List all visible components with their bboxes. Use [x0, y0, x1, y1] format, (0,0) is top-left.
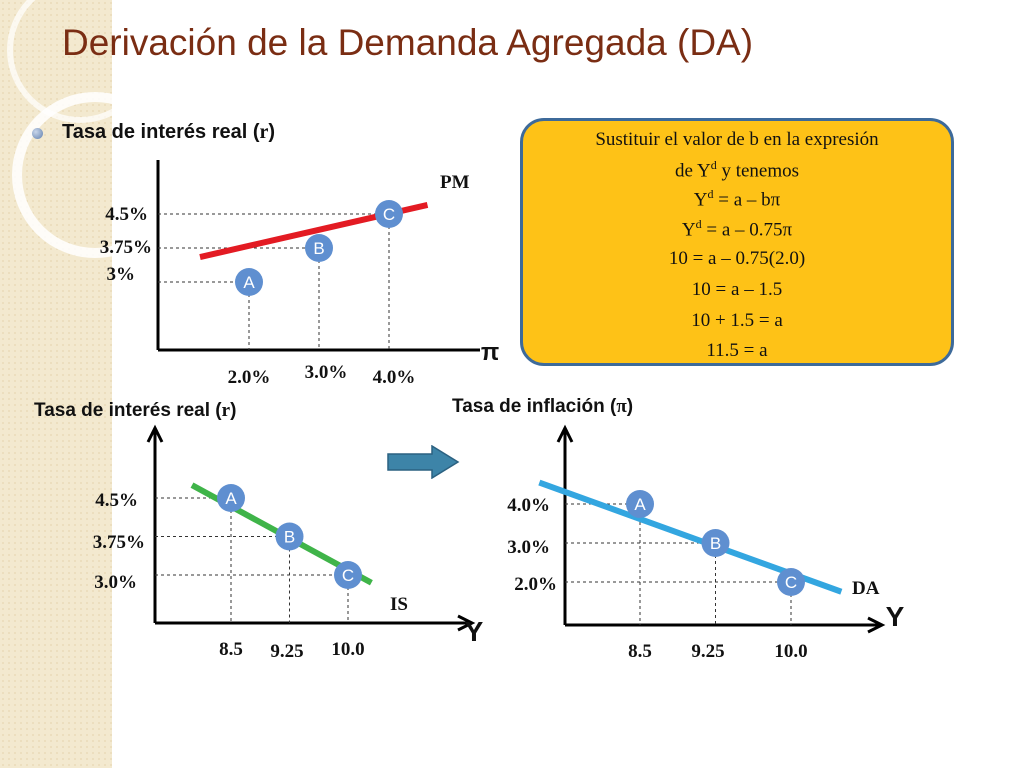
box-line-3-sup: d: [707, 187, 714, 201]
chart-pm-x-tick: 3.0%: [305, 362, 348, 383]
chart-da-x-tick: 8.5: [628, 641, 652, 662]
top-ylabel-text: Tasa de interés real (: [62, 121, 260, 143]
br-ylabel-close: ): [626, 396, 634, 417]
chart-is-x-axis-name: Y: [465, 616, 484, 647]
chart-pm-x-tick: 2.0%: [228, 367, 271, 388]
chart-da-point-C: [777, 568, 805, 596]
chart-da-point-A: [626, 490, 654, 518]
chart-da-point-label-C: C: [785, 573, 797, 592]
decorative-side-band: [0, 0, 112, 768]
chart-is-curve-label: IS: [390, 594, 408, 615]
bottom-right-ylabel: Tasa de inflación (π): [452, 396, 633, 418]
chart-da-point-B: [701, 529, 730, 557]
box-line-2-pre: de Y: [674, 160, 711, 182]
decorative-circles: [7, 0, 160, 258]
equation-box: Sustituir el valor de b en la expresión …: [520, 118, 954, 366]
chart-is-y-tick: 4.5%: [95, 490, 138, 511]
box-line-1: Sustituir el valor de b en la expresión: [595, 129, 879, 150]
box-line-4-post: = a – 0.75π: [701, 219, 793, 241]
box-line-3-post: = a – bπ: [713, 189, 781, 211]
chart-pm-x-axis-name: π: [481, 339, 499, 366]
chart-is-point-C: [334, 561, 362, 589]
chart-is-x-tick: 9.25: [270, 641, 303, 662]
bottom-left-ylabel: Tasa de interés real (r): [34, 400, 236, 422]
chart-is-point-label-B: B: [284, 528, 295, 547]
chart-da-y-tick: 2.0%: [514, 574, 557, 595]
chart-pm-point-label-B: B: [313, 239, 324, 258]
chart-da-y-tick: 3.0%: [507, 537, 550, 558]
chart-pm-y-tick: 3%: [107, 264, 136, 285]
bl-ylabel-text: Tasa de interés real (: [34, 400, 222, 421]
chart-is-y-tick: 3.0%: [94, 572, 137, 593]
box-line-5: 10 = a – 0.75(2.0): [668, 248, 806, 269]
box-line-4-pre: Y: [681, 219, 696, 241]
chart-da-y-arrow-icon: [556, 424, 574, 443]
chart-da-curve-label: DA: [852, 578, 880, 599]
chart-pm-y-tick: 4.5%: [105, 204, 148, 225]
chart-da-x-tick: 10.0: [774, 641, 807, 662]
box-line-4: Yd = a – 0.75π: [523, 217, 951, 241]
br-ylabel-pi: π: [616, 396, 627, 417]
chart-is-x-tick: 8.5: [219, 639, 243, 660]
chart-da-point-label-B: B: [710, 534, 721, 553]
chart-pm-point-C: [375, 200, 403, 228]
slide-title: Derivación de la Demanda Agregada (DA): [62, 22, 754, 63]
chart-is-point-label-A: A: [225, 489, 237, 508]
chart-is-y-tick: 3.75%: [93, 532, 145, 553]
box-line-8: 11.5 = a: [706, 340, 768, 361]
chart-is-point-label-C: C: [342, 566, 354, 585]
box-line-3-pre: Y: [693, 189, 708, 211]
top-chart-ylabel: Tasa de interés real (r): [62, 121, 275, 144]
chart-pm-x-tick: 4.0%: [373, 367, 416, 388]
chart-is-x-tick: 10.0: [331, 639, 364, 660]
chart-da-x-tick: 9.25: [691, 641, 724, 662]
top-ylabel-close: ): [268, 121, 276, 143]
box-line-6: 10 = a – 1.5: [691, 279, 783, 300]
chart-pm-y-tick: 3.75%: [100, 237, 152, 258]
right-arrow-icon: [386, 444, 460, 484]
chart-is-y-arrow-icon: [146, 424, 164, 443]
bullet-icon: [32, 128, 43, 139]
box-line-2-post: y tenemos: [716, 160, 800, 182]
chart-pm-point-label-C: C: [383, 205, 395, 224]
chart-is-point-B: [275, 522, 304, 551]
chart-da-y-tick: 4.0%: [507, 495, 550, 516]
bl-ylabel-close: ): [230, 400, 237, 421]
box-line-2: de Yd y tenemos: [523, 158, 951, 182]
chart-is-x-arrow-icon: [457, 614, 476, 632]
top-ylabel-r: r: [259, 121, 269, 143]
chart-pm-point-label-A: A: [243, 273, 255, 292]
chart-is-point-A: [217, 484, 245, 512]
chart-da-point-label-A: A: [634, 495, 646, 514]
chart-pm-curve-label: PM: [440, 172, 470, 193]
br-ylabel-text: Tasa de inflación (: [452, 396, 617, 417]
chart-da-x-arrow-icon: [867, 616, 886, 634]
chart-pm-point-B: [305, 234, 333, 262]
box-line-3: Yd = a – bπ: [523, 187, 951, 211]
box-line-4-sup: d: [695, 217, 702, 231]
box-line-7: 10 + 1.5 = a: [691, 310, 783, 331]
chart-pm-point-A: [235, 268, 263, 296]
box-line-2-sup: d: [710, 158, 717, 172]
bl-ylabel-r: r: [221, 400, 231, 421]
chart-da-x-axis-name: Y: [886, 601, 905, 632]
